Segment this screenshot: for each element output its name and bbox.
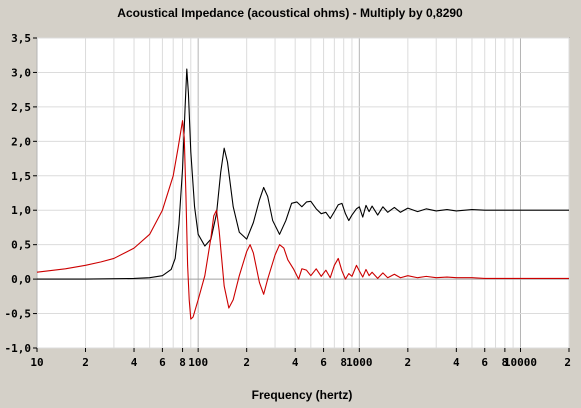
y-tick-label: -0,5 [5,308,32,321]
series-layer [36,68,569,320]
x-tick-label: 10000 [504,356,537,369]
x-tick-label: 4 [292,356,299,369]
series-line-1 [37,68,569,280]
x-tick-label: 4 [453,356,460,369]
x-tick-label: 8 [502,356,509,369]
y-tick-label: 1,0 [11,204,31,217]
y-tick-label: 2,5 [11,101,31,114]
y-tick-label: 0,0 [11,273,31,286]
x-tick-label: 8 [179,356,186,369]
x-tick-label: 2 [405,356,412,369]
chart-title: Acoustical Impedance (acoustical ohms) -… [117,6,463,20]
x-tick-label: 2 [243,356,250,369]
y-tick-label: 3,5 [11,32,31,45]
y-tick-label: 1,5 [11,170,31,183]
y-axis-ticks: 3,5 3,0 2,5 2,0 1,5 1,0 0,5 0,0 -0,5 -1,0 [5,32,37,355]
y-tick-label: 0,5 [11,239,31,252]
minor-grid [85,38,570,348]
x-tick-label: 6 [481,356,488,369]
major-grid [36,37,569,349]
y-tick-label: 2,0 [11,135,31,148]
x-tick-label: 2 [82,356,89,369]
x-axis-label: Frequency (hertz) [252,388,353,402]
x-tick-label: 100 [188,356,208,369]
series-line-2 [36,120,569,320]
x-tick-label: 4 [131,356,138,369]
x-tick-label: 8 [340,356,347,369]
y-tick-label: 3,0 [11,66,31,79]
x-tick-label: 6 [320,356,327,369]
y-tick-label: -1,0 [5,342,32,355]
plot-area [36,37,570,349]
x-tick-label: 10 [30,356,43,369]
x-tick-label: 1000 [346,356,373,369]
x-tick-label: 6 [159,356,166,369]
x-tick-label: 2 [564,356,571,369]
